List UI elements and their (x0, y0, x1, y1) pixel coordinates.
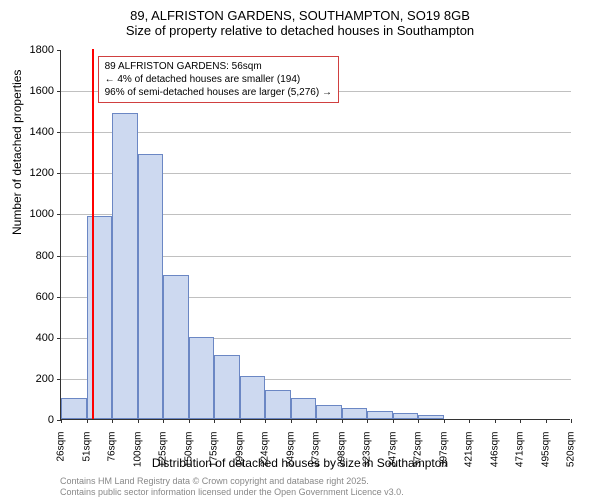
xtick-mark (571, 419, 572, 423)
ytick-label: 400 (14, 332, 54, 344)
ytick-label: 800 (14, 250, 54, 262)
xtick-mark (393, 419, 394, 423)
ytick-mark (57, 50, 61, 51)
xtick-mark (520, 419, 521, 423)
ytick-label: 0 (14, 414, 54, 426)
xtick-mark (87, 419, 88, 423)
histogram-bar (367, 411, 393, 419)
main-title: 89, ALFRISTON GARDENS, SOUTHAMPTON, SO19… (0, 8, 600, 23)
annotation-line3: 96% of semi-detached houses are larger (… (105, 86, 332, 99)
xtick-mark (444, 419, 445, 423)
ytick-mark (57, 256, 61, 257)
histogram-bar (291, 398, 317, 419)
xtick-mark (316, 419, 317, 423)
x-axis-label: Distribution of detached houses by size … (0, 456, 600, 470)
ytick-label: 600 (14, 291, 54, 303)
xtick-mark (546, 419, 547, 423)
histogram-bar (342, 408, 368, 419)
histogram-bar (240, 376, 266, 419)
ytick-mark (57, 379, 61, 380)
xtick-mark (291, 419, 292, 423)
footer-line2: Contains public sector information licen… (60, 487, 404, 498)
xtick-mark (112, 419, 113, 423)
xtick-mark (214, 419, 215, 423)
annotation-line1: 89 ALFRISTON GARDENS: 56sqm (105, 60, 332, 73)
xtick-mark (418, 419, 419, 423)
histogram-bar (265, 390, 291, 419)
xtick-mark (163, 419, 164, 423)
ytick-mark (57, 91, 61, 92)
annotation-line2: ← 4% of detached houses are smaller (194… (105, 73, 332, 86)
ytick-mark (57, 132, 61, 133)
annotation-box: 89 ALFRISTON GARDENS: 56sqm← 4% of detac… (98, 56, 339, 103)
histogram-bar (112, 113, 138, 419)
footer-text: Contains HM Land Registry data © Crown c… (60, 476, 404, 498)
histogram-bar (61, 398, 87, 419)
footer-line1: Contains HM Land Registry data © Crown c… (60, 476, 404, 487)
ytick-mark (57, 173, 61, 174)
ytick-label: 1000 (14, 208, 54, 220)
ytick-mark (57, 214, 61, 215)
histogram-bar (189, 337, 215, 419)
property-marker-line (92, 49, 94, 419)
ytick-mark (57, 338, 61, 339)
xtick-mark (61, 419, 62, 423)
xtick-mark (138, 419, 139, 423)
sub-title: Size of property relative to detached ho… (0, 23, 600, 38)
chart-container: 02004006008001000120014001600180026sqm51… (60, 50, 570, 420)
histogram-bar (214, 355, 240, 419)
xtick-mark (342, 419, 343, 423)
xtick-mark (240, 419, 241, 423)
xtick-mark (367, 419, 368, 423)
ytick-label: 1200 (14, 167, 54, 179)
ytick-label: 200 (14, 373, 54, 385)
xtick-mark (189, 419, 190, 423)
histogram-bar (138, 154, 164, 419)
histogram-bar (393, 413, 419, 419)
ytick-label: 1400 (14, 126, 54, 138)
gridline (61, 132, 571, 133)
xtick-mark (469, 419, 470, 423)
histogram-bar (418, 415, 444, 419)
histogram-bar (163, 275, 189, 419)
chart-title-block: 89, ALFRISTON GARDENS, SOUTHAMPTON, SO19… (0, 8, 600, 38)
histogram-bar (87, 216, 113, 420)
xtick-mark (265, 419, 266, 423)
ytick-mark (57, 297, 61, 298)
xtick-mark (495, 419, 496, 423)
histogram-bar (316, 405, 342, 419)
plot-area: 02004006008001000120014001600180026sqm51… (60, 50, 570, 420)
ytick-label: 1600 (14, 85, 54, 97)
ytick-label: 1800 (14, 44, 54, 56)
